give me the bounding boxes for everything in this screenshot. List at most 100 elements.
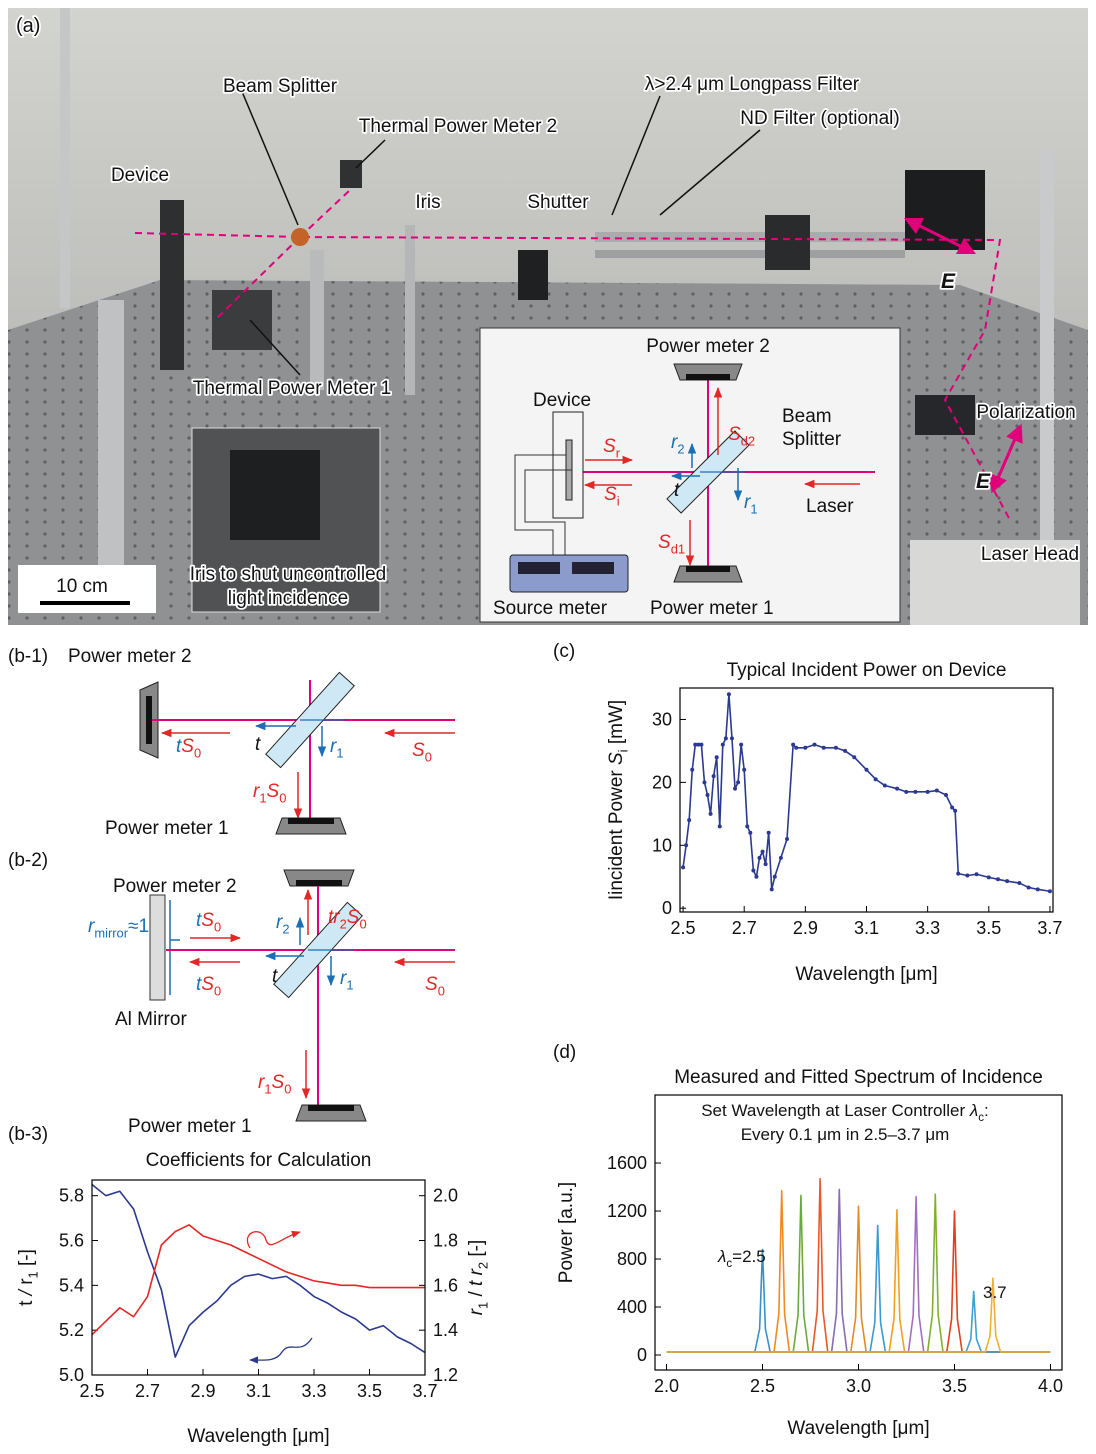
data-point [717, 824, 722, 829]
tick-label: 4.0 [1038, 1376, 1063, 1396]
label-part: d1 [671, 542, 685, 557]
data-point [754, 874, 759, 879]
label-part: t [16, 1300, 37, 1306]
rail [595, 250, 905, 258]
data-point [925, 789, 930, 794]
label-part: 1 [259, 791, 266, 806]
data-point [723, 736, 728, 741]
label: S0 [425, 974, 445, 999]
data-point [687, 818, 692, 823]
y-axis-label: t / r1 [-] [16, 1249, 41, 1306]
beam-path [134, 232, 1011, 521]
annotation: Set Wavelength at Laser Controller λc: [701, 1101, 989, 1124]
polarization-arrow [903, 217, 977, 255]
data-point [943, 792, 948, 797]
data-point [882, 783, 887, 788]
label-part: [-] [16, 1249, 37, 1271]
label-part: 1 [750, 502, 757, 517]
tick-label: 2.9 [190, 1381, 215, 1401]
data-point [821, 745, 826, 750]
tick-label: 3.1 [854, 918, 879, 938]
tick-label: 5.0 [59, 1365, 84, 1385]
photo-label: Device [111, 165, 169, 186]
data-line [666, 1277, 1051, 1353]
label-part: / [466, 1286, 487, 1302]
axis-pointer [249, 1337, 313, 1364]
post [1040, 150, 1054, 625]
detector [686, 374, 730, 380]
data-point [995, 877, 1000, 882]
label-part: r [253, 781, 260, 802]
y-axis-label: Iincident Power Si [mW] [606, 700, 631, 900]
post [98, 300, 124, 600]
tick-label: 2.5 [79, 1381, 104, 1401]
label: rmirror≈1 [88, 916, 149, 941]
detector [296, 880, 342, 886]
label-part: r [258, 1072, 265, 1093]
label: r1 [744, 492, 758, 517]
detector [146, 696, 152, 744]
data-point [803, 745, 808, 750]
label-part: 1 [264, 1082, 271, 1097]
callout-line [237, 81, 299, 226]
data-point [950, 805, 955, 810]
data-point [684, 843, 689, 848]
label-part: r [671, 432, 678, 453]
label-part: 2 [476, 1262, 491, 1269]
data-point [1026, 885, 1031, 890]
label-part: 0 [214, 984, 221, 999]
photo-label: Beam Splitter [223, 76, 338, 97]
label-part: S [658, 532, 671, 553]
tick-label: 1.6 [433, 1275, 458, 1295]
tick-label: 5.2 [59, 1320, 84, 1340]
tick-label: 0 [637, 1345, 647, 1365]
mirror-normal [169, 900, 180, 995]
label-part: 0 [279, 791, 286, 806]
label-part: r [744, 492, 751, 513]
label: Sd1 [658, 532, 685, 557]
panel-label: (c) [553, 641, 575, 662]
label-part: S [201, 910, 214, 931]
iris-post [405, 225, 415, 395]
label-part: t [176, 736, 182, 757]
label-part: Iincident Power [606, 765, 627, 900]
panel-label: (a) [16, 15, 40, 37]
x-axis-label: Wavelength [μm] [795, 964, 937, 985]
tick-label: 5.8 [59, 1186, 84, 1206]
data-line [682, 693, 1051, 893]
data-point [681, 865, 686, 870]
axis-pointer [247, 1230, 301, 1249]
data-point [726, 692, 731, 697]
data-line [91, 1224, 425, 1336]
label-part: =2.5 [732, 1247, 766, 1266]
data-point [956, 871, 961, 876]
label: Beam [782, 406, 832, 427]
callout-line [355, 139, 386, 169]
tick-label: 5.4 [59, 1275, 84, 1295]
tick-label: 3.1 [246, 1381, 271, 1401]
data-point [708, 811, 713, 816]
label: Device [533, 390, 591, 411]
label: Sr [603, 436, 621, 461]
field-label: E [976, 470, 991, 493]
label-part: r [466, 1268, 487, 1275]
annotation: λc=2.5 [717, 1247, 766, 1270]
data-point [794, 745, 799, 750]
label-part: 2 [340, 917, 347, 932]
label-part: r [333, 907, 340, 928]
iris-photo [230, 450, 320, 540]
data-point [702, 780, 707, 785]
tick-label: 2.0 [654, 1376, 679, 1396]
data-point [693, 742, 698, 747]
label-part: S [201, 974, 214, 995]
data-point [748, 830, 753, 835]
label-part: 0 [438, 984, 445, 999]
y-axis-label: Power [a.u.] [556, 1182, 577, 1283]
tick-label: 3.3 [915, 918, 940, 938]
data-point [778, 855, 783, 860]
laser-head-photo [910, 540, 1080, 625]
photo-label: Iris [415, 192, 440, 213]
plot-frame [654, 1094, 1063, 1371]
